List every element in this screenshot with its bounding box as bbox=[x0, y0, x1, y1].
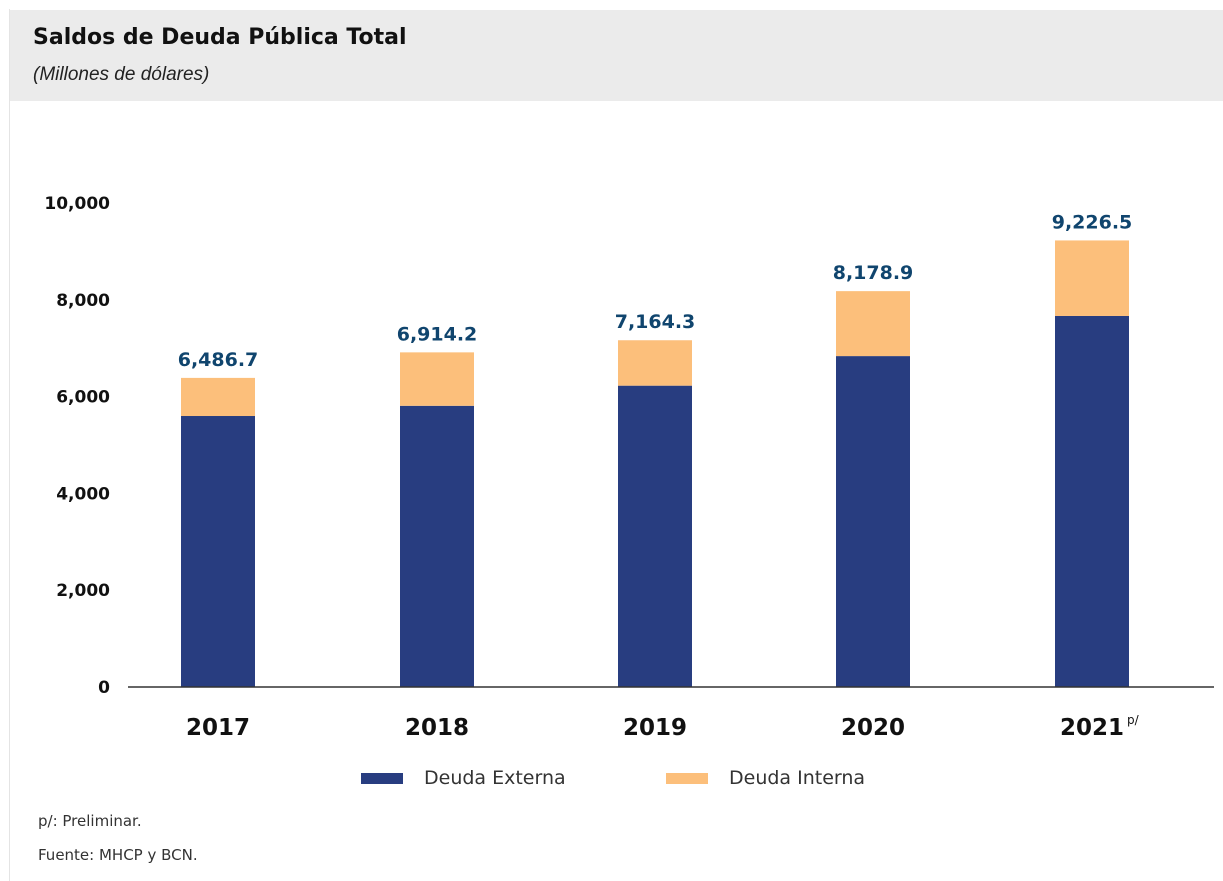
x-tick-label: 2020 bbox=[841, 715, 905, 741]
x-tick-label: 2021 bbox=[1060, 715, 1124, 741]
chart-frame bbox=[9, 9, 1223, 881]
x-tick-label: 2018 bbox=[405, 715, 469, 741]
data-label-total: 7,164.3 bbox=[615, 311, 696, 333]
x-tick-superscript: p/ bbox=[1127, 713, 1140, 727]
y-tick-label: 8,000 bbox=[56, 291, 110, 311]
bar-deuda-interna bbox=[836, 291, 910, 357]
bar-deuda-externa bbox=[836, 356, 910, 687]
data-label-total: 6,486.7 bbox=[178, 349, 259, 371]
bar-deuda-interna bbox=[618, 340, 692, 386]
chart-subtitle: (Millones de dólares) bbox=[33, 64, 210, 85]
note-preliminar: p/: Preliminar. bbox=[38, 812, 142, 830]
bar-chart: 0 2,000 4,000 6,000 8,000 10,000 6,486.7 2017 6,… bbox=[44, 194, 1214, 741]
legend-item-deuda-externa: Deuda Externa bbox=[361, 767, 566, 789]
legend-label-deuda-externa: Deuda Externa bbox=[424, 767, 566, 789]
chart-title: Saldos de Deuda Pública Total bbox=[33, 25, 407, 50]
data-label-total: 9,226.5 bbox=[1052, 211, 1133, 233]
bar-deuda-interna bbox=[181, 377, 255, 417]
data-label-total: 6,914.2 bbox=[397, 323, 478, 345]
bar-deuda-interna bbox=[400, 352, 474, 406]
chart-header bbox=[10, 10, 1223, 101]
y-tick-label: 10,000 bbox=[44, 194, 110, 214]
x-tick-label: 2019 bbox=[623, 715, 687, 741]
legend-swatch-deuda-externa bbox=[361, 772, 403, 784]
x-tick-label: 2017 bbox=[186, 715, 250, 741]
bar-deuda-externa bbox=[400, 405, 474, 687]
bar-deuda-externa bbox=[1055, 315, 1129, 687]
y-tick-label: 2,000 bbox=[56, 581, 110, 601]
legend-swatch-deuda-interna bbox=[666, 772, 708, 784]
y-tick-label: 6,000 bbox=[56, 388, 110, 408]
note-fuente: Fuente: MHCP y BCN. bbox=[38, 846, 198, 864]
y-tick-label: 0 bbox=[98, 678, 110, 698]
legend-item-deuda-interna: Deuda Interna bbox=[666, 767, 865, 789]
bar-deuda-externa bbox=[181, 416, 255, 687]
legend-label-deuda-interna: Deuda Interna bbox=[729, 767, 866, 789]
y-tick-label: 4,000 bbox=[56, 484, 110, 504]
bar-deuda-externa bbox=[618, 385, 692, 687]
data-label-total: 8,178.9 bbox=[833, 262, 914, 284]
bar-deuda-interna bbox=[1055, 240, 1129, 316]
legend: Deuda Externa Deuda Interna bbox=[0, 767, 1223, 793]
